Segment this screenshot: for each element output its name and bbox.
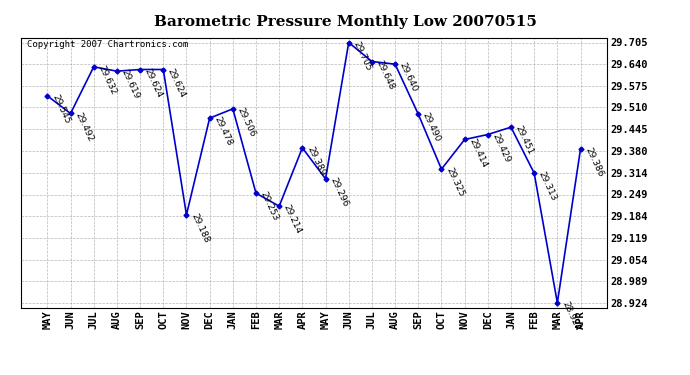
Text: 29.414: 29.414 <box>467 137 489 169</box>
Text: 29.389: 29.389 <box>305 145 326 177</box>
Text: 29.624: 29.624 <box>143 67 164 99</box>
Text: 29.188: 29.188 <box>189 212 210 244</box>
Text: 28.924: 28.924 <box>560 300 582 332</box>
Text: 29.624: 29.624 <box>166 67 188 99</box>
Text: 29.325: 29.325 <box>444 166 466 199</box>
Text: 29.492: 29.492 <box>73 111 95 143</box>
Text: 29.705: 29.705 <box>351 40 373 72</box>
Text: 29.253: 29.253 <box>259 190 280 223</box>
Text: 29.619: 29.619 <box>119 68 141 101</box>
Text: 29.478: 29.478 <box>213 116 234 148</box>
Text: 29.429: 29.429 <box>491 132 512 164</box>
Text: 29.506: 29.506 <box>235 106 257 138</box>
Text: 29.632: 29.632 <box>97 64 118 96</box>
Text: 29.386: 29.386 <box>583 146 605 178</box>
Text: 29.451: 29.451 <box>514 124 535 157</box>
Text: 29.296: 29.296 <box>328 176 350 208</box>
Text: 29.490: 29.490 <box>421 111 442 144</box>
Text: Barometric Pressure Monthly Low 20070515: Barometric Pressure Monthly Low 20070515 <box>154 15 536 29</box>
Text: 29.313: 29.313 <box>537 170 558 203</box>
Text: Copyright 2007 Chartronics.com: Copyright 2007 Chartronics.com <box>26 40 188 49</box>
Text: 29.648: 29.648 <box>375 59 396 91</box>
Text: 29.214: 29.214 <box>282 203 304 236</box>
Text: 29.545: 29.545 <box>50 93 72 125</box>
Text: 29.640: 29.640 <box>398 62 420 94</box>
